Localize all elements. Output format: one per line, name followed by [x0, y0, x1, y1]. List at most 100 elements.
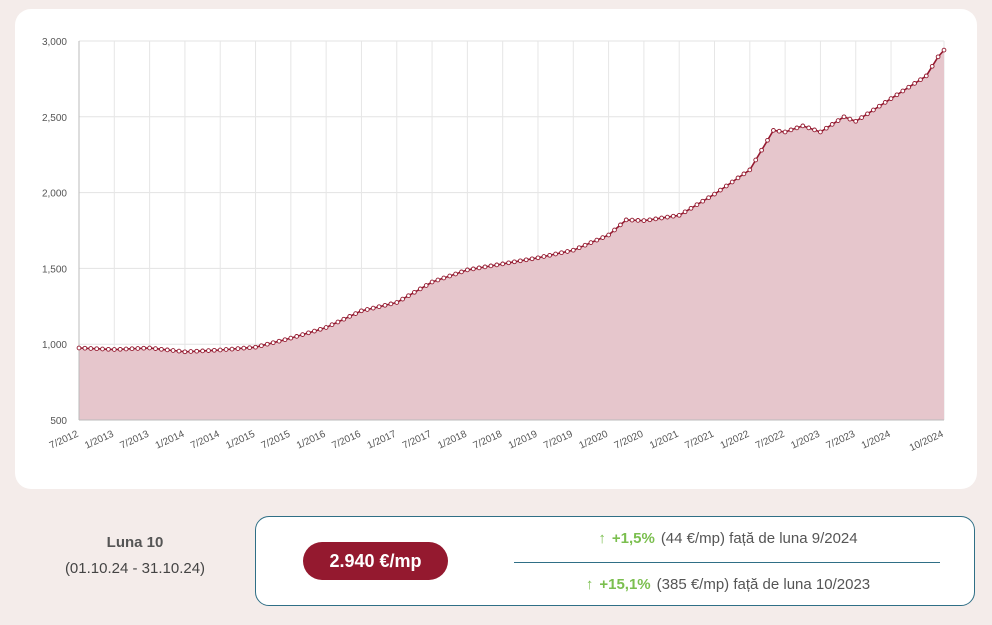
data-point	[800, 123, 806, 129]
data-point	[541, 254, 547, 259]
x-tick-label: 1/2022	[719, 429, 752, 452]
data-point	[565, 249, 570, 254]
month-info: Luna 10 (01.10.24 - 31.10.24)	[40, 530, 230, 582]
data-point	[229, 346, 235, 352]
y-tick-label: 500	[50, 416, 67, 427]
data-point	[141, 345, 147, 351]
data-point	[176, 348, 182, 354]
data-point	[135, 346, 141, 351]
arrow-up-icon: ↑	[598, 530, 606, 547]
data-point	[294, 334, 300, 339]
data-point	[488, 263, 494, 269]
data-point	[588, 240, 594, 245]
data-point	[253, 344, 258, 350]
x-tick-label: 1/2018	[436, 429, 469, 452]
data-point	[835, 118, 841, 123]
data-point	[264, 341, 270, 347]
data-point	[847, 116, 853, 122]
data-point	[153, 346, 158, 351]
data-point	[412, 289, 417, 295]
data-point	[529, 256, 535, 262]
arrow-up-icon: ↑	[585, 576, 594, 593]
data-point	[723, 183, 729, 189]
data-point	[512, 259, 517, 265]
data-point	[682, 209, 688, 215]
y-tick-label: 1,000	[42, 340, 67, 351]
x-tick-label: 1/2015	[224, 429, 257, 452]
data-point	[353, 311, 358, 316]
data-point	[206, 348, 211, 353]
series-line	[78, 49, 945, 353]
data-point	[400, 296, 405, 302]
data-point	[417, 286, 423, 292]
price-badge: 2.940 €/mp	[303, 542, 448, 580]
x-tick-label: 7/2021	[683, 429, 716, 452]
data-point	[688, 205, 694, 211]
data-point	[670, 213, 676, 219]
data-point	[618, 222, 623, 228]
data-point	[317, 326, 323, 332]
data-point	[776, 128, 782, 134]
data-point	[929, 63, 935, 69]
x-tick-label: 7/2017	[401, 429, 434, 452]
data-point	[300, 332, 305, 337]
monthly-change-text: (44 €/mp) față de luna 9/2024	[660, 530, 858, 547]
data-point	[659, 215, 664, 221]
data-point	[435, 277, 441, 283]
data-point	[341, 316, 347, 322]
chart-card: 3,000 2,500 2,000 1,500 1,000 500 7/2012 1/2013…	[15, 9, 977, 489]
data-point	[782, 129, 788, 135]
data-point	[600, 235, 606, 240]
data-point	[712, 191, 717, 197]
data-point	[735, 175, 741, 181]
data-point	[912, 81, 917, 86]
data-point	[941, 47, 947, 53]
data-point	[335, 319, 341, 325]
data-point	[88, 346, 94, 351]
data-point	[270, 340, 276, 346]
data-point	[388, 301, 394, 307]
data-point	[347, 314, 353, 319]
x-tick-label: 7/2016	[330, 429, 363, 452]
data-point	[629, 217, 635, 223]
data-point	[76, 345, 82, 351]
data-point	[812, 127, 817, 133]
data-point	[882, 100, 888, 105]
data-point	[235, 346, 241, 351]
data-point	[829, 122, 835, 127]
monthly-change-row: ↑ +1,5% (44 €/mp) față de luna 9/2024	[514, 530, 942, 547]
x-tick-label: 7/2014	[189, 429, 222, 452]
x-tick-label: 1/2017	[366, 429, 399, 452]
data-point	[159, 346, 164, 352]
x-tick-label: 7/2020	[613, 429, 646, 452]
data-point	[853, 118, 859, 124]
data-point	[606, 232, 611, 238]
x-tick-label: 1/2024	[860, 429, 893, 452]
data-point	[117, 346, 123, 352]
month-label: Luna 10	[106, 534, 164, 551]
data-point	[459, 269, 464, 275]
data-point	[718, 187, 723, 193]
data-point	[535, 255, 541, 261]
data-point	[182, 349, 188, 355]
data-point	[665, 214, 670, 220]
data-point	[188, 349, 194, 354]
data-point	[500, 261, 506, 267]
data-point	[635, 218, 641, 223]
data-point	[441, 275, 447, 281]
x-tick-label: 1/2014	[154, 429, 187, 452]
data-point	[923, 73, 929, 79]
data-point	[211, 347, 217, 353]
data-point	[312, 328, 317, 334]
data-point	[706, 195, 711, 201]
data-point	[200, 348, 205, 354]
data-point	[594, 237, 600, 243]
x-tick-label: 1/2016	[295, 429, 328, 452]
data-point	[559, 250, 564, 256]
data-point	[323, 325, 329, 330]
data-point	[359, 308, 364, 314]
data-point	[623, 217, 629, 223]
data-point	[288, 335, 294, 341]
data-point	[259, 343, 264, 349]
data-point	[476, 265, 482, 271]
